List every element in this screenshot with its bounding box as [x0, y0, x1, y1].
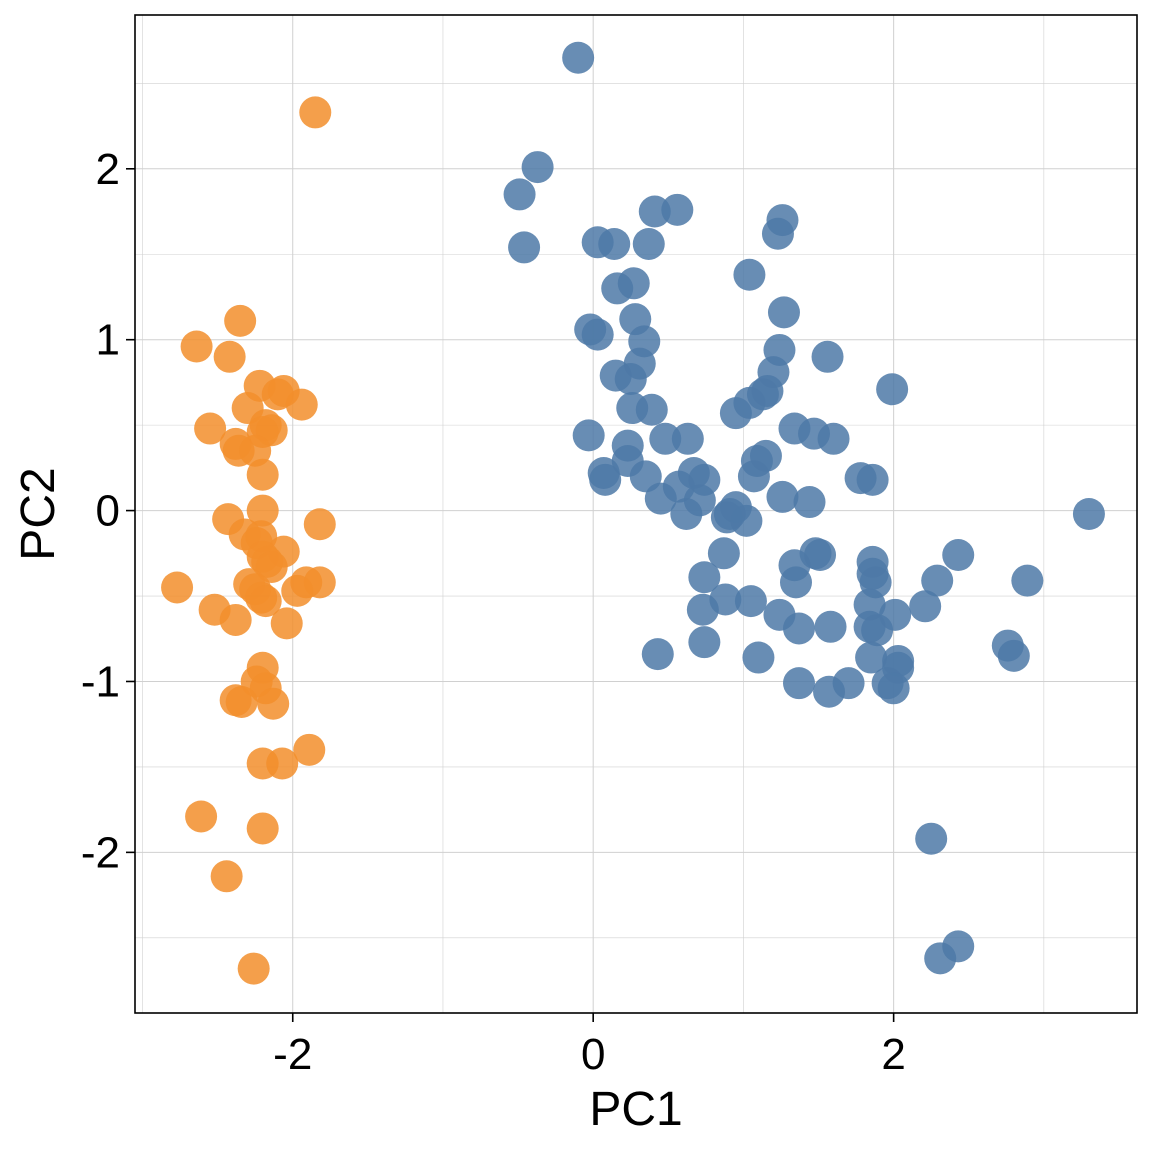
axis-ticks: -2 0 2 -2 -1 0 1 2	[81, 145, 906, 1079]
data-point	[194, 412, 227, 445]
y-tick-label: 1	[96, 316, 120, 365]
data-point	[782, 612, 815, 645]
data-point	[581, 318, 614, 351]
data-point	[589, 463, 622, 496]
data-point	[1011, 564, 1044, 597]
data-point	[670, 498, 703, 530]
data-point	[635, 393, 668, 426]
data-point	[299, 96, 332, 129]
data-point	[644, 482, 677, 515]
data-point	[598, 227, 631, 260]
data-point	[503, 178, 536, 211]
data-point	[924, 942, 957, 975]
data-point	[632, 227, 665, 260]
data-point	[730, 504, 763, 537]
data-point	[861, 614, 894, 647]
data-point	[688, 626, 721, 659]
data-point	[761, 217, 794, 250]
x-tick-label: 0	[581, 1030, 605, 1079]
data-point	[614, 362, 647, 395]
y-tick-label: 2	[96, 145, 120, 194]
data-point	[225, 685, 258, 718]
data-point	[707, 537, 740, 570]
data-point	[270, 607, 303, 640]
data-point	[719, 397, 752, 430]
data-point	[237, 952, 270, 985]
data-point	[733, 258, 766, 291]
data-point	[246, 812, 279, 845]
data-point	[161, 571, 194, 604]
data-point	[817, 422, 850, 455]
y-tick-label: -2	[81, 828, 120, 877]
data-point	[508, 231, 541, 264]
data-point	[249, 585, 282, 618]
data-point	[942, 539, 975, 572]
data-point	[813, 675, 846, 708]
data-point	[877, 672, 910, 705]
data-point	[811, 340, 844, 373]
y-axis-title: PC2	[12, 467, 65, 560]
data-point	[688, 561, 721, 594]
data-point	[257, 687, 290, 720]
data-point	[876, 373, 909, 406]
data-point	[915, 822, 948, 855]
data-point	[641, 638, 674, 671]
data-points	[161, 41, 1105, 985]
x-axis-title: PC1	[589, 1083, 682, 1136]
plot-frame	[134, 14, 1138, 1014]
data-point	[686, 593, 719, 626]
data-point	[853, 588, 886, 621]
data-point	[246, 494, 279, 527]
data-point	[661, 193, 694, 226]
data-point	[793, 486, 826, 519]
data-point	[246, 458, 279, 491]
data-point	[782, 667, 815, 700]
data-point	[742, 641, 775, 674]
x-tick-label: 2	[881, 1030, 905, 1079]
data-point	[562, 41, 595, 74]
data-point	[281, 574, 314, 607]
data-point	[185, 800, 218, 833]
data-point	[255, 550, 288, 583]
data-point	[855, 641, 888, 674]
data-point	[224, 304, 257, 337]
y-tick-label: -1	[81, 657, 120, 706]
data-point	[180, 330, 213, 363]
data-point	[737, 460, 770, 493]
data-point	[671, 422, 704, 455]
data-point	[767, 296, 800, 329]
data-point	[285, 388, 318, 421]
data-point	[572, 419, 605, 452]
data-point	[814, 610, 847, 643]
data-point	[909, 590, 942, 623]
data-point	[303, 508, 336, 541]
data-point	[261, 378, 294, 411]
data-point	[293, 733, 326, 766]
x-tick-label: -2	[273, 1030, 312, 1079]
data-point	[219, 603, 252, 636]
data-point	[779, 566, 812, 599]
data-point	[617, 267, 650, 300]
data-point	[921, 564, 954, 597]
data-point	[856, 463, 889, 496]
data-point	[997, 639, 1030, 672]
data-point	[649, 422, 682, 455]
data-point	[521, 151, 554, 184]
data-point	[213, 340, 246, 373]
data-point	[734, 585, 767, 618]
data-point	[210, 860, 243, 893]
data-point	[1072, 498, 1105, 530]
data-point	[266, 747, 299, 780]
data-point	[804, 539, 837, 572]
y-tick-label: 0	[96, 487, 120, 536]
data-point	[766, 480, 799, 513]
